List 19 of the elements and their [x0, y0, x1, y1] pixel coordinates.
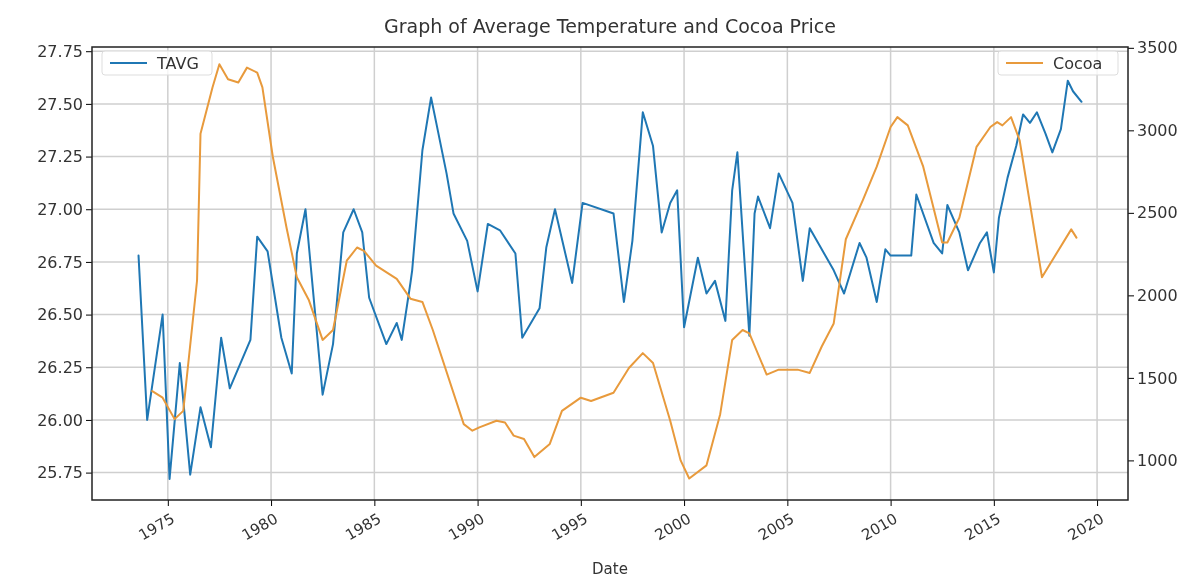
y-tick-label: 26.50 — [37, 305, 83, 325]
y2-tick-label: 2500 — [1137, 203, 1178, 223]
y-tick-label: 26.00 — [37, 410, 83, 430]
y-tick-label: 26.75 — [37, 252, 83, 272]
y2-tick-label: 3500 — [1137, 38, 1178, 58]
y-tick-label: 27.50 — [37, 94, 83, 114]
y2-tick-label: 3000 — [1137, 120, 1178, 140]
y2-tick-label: 1500 — [1137, 368, 1178, 388]
y-tick-label: 26.25 — [37, 357, 83, 377]
y-tick-label: 27.00 — [37, 199, 83, 219]
y2-tick-label: 1000 — [1137, 451, 1178, 471]
chart-title: Graph of Average Temperature and Cocoa Price — [384, 15, 836, 37]
y-tick-label: 27.75 — [37, 41, 83, 61]
y-tick-label: 27.25 — [37, 147, 83, 167]
legend-label: Cocoa — [1053, 54, 1103, 73]
x-axis-title: Date — [592, 560, 628, 578]
y-tick-label: 25.75 — [37, 463, 83, 483]
y2-tick-label: 2000 — [1137, 285, 1178, 305]
legend-label: TAVG — [156, 54, 199, 73]
